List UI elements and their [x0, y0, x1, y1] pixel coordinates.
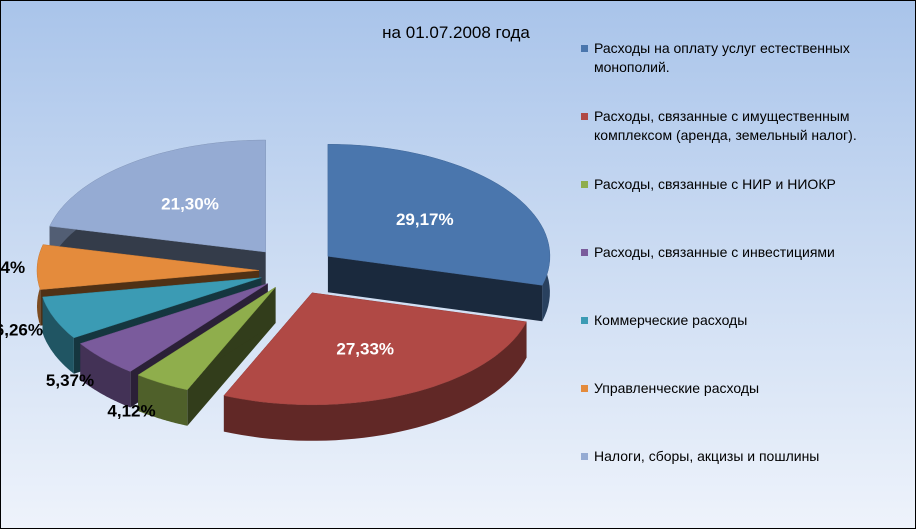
- pie-slice-side: [80, 343, 131, 408]
- legend-label: Расходы, связанные с имущественным: [594, 108, 850, 124]
- legend-label: Расходы, связанные с инвестициями: [594, 244, 835, 260]
- legend-item: Налоги, сборы, акцизы и пошлины: [581, 448, 819, 464]
- legend-swatch: [581, 249, 588, 256]
- pie-group: [36, 139, 551, 441]
- legend-swatch: [581, 113, 588, 120]
- legend: Расходы на оплату услуг естественных моно…: [581, 40, 857, 464]
- data-label: 4,12%: [107, 401, 155, 420]
- legend-item: Расходы, связанные с имущественным компле…: [581, 108, 857, 143]
- legend-swatch: [581, 45, 588, 52]
- legend-item: Управленческие расходы: [581, 380, 759, 396]
- data-label: 5,37%: [46, 371, 94, 390]
- data-label: 27,33%: [336, 339, 394, 358]
- legend-swatch: [581, 385, 588, 392]
- pie-slice: [327, 144, 551, 286]
- legend-label: Расходы, связанные с НИР и НИОКР: [594, 176, 836, 192]
- legend-label: Расходы на оплату услуг естественных: [594, 40, 850, 56]
- pie-slice: [36, 244, 260, 290]
- legend-item: Расходы на оплату услуг естественных моно…: [581, 40, 850, 75]
- data-label: 21,30%: [161, 195, 219, 214]
- legend-label: Налоги, сборы, акцизы и пошлины: [594, 448, 819, 464]
- legend-item: Коммерческие расходы: [581, 312, 747, 328]
- legend-label: комплексом (аренда, земельный налог).: [594, 127, 857, 143]
- chart-title: на 01.07.2008 года: [382, 23, 530, 42]
- pie-slice: [49, 139, 266, 253]
- pie-slice-wall: [327, 256, 543, 322]
- legend-item: Расходы, связанные с НИР и НИОКР: [581, 176, 836, 192]
- legend-swatch: [581, 181, 588, 188]
- legend-label: Управленческие расходы: [594, 380, 759, 396]
- data-label: 6,26%: [1, 321, 43, 340]
- pie-slice: [42, 277, 262, 339]
- data-label: 6,44%: [1, 258, 25, 277]
- pie-slice-side: [42, 297, 74, 374]
- pie-slice-side: [138, 375, 188, 426]
- pie-slice-side: [223, 321, 527, 441]
- legend-swatch: [581, 453, 588, 460]
- pie-slice: [137, 286, 276, 391]
- pie-slice: [223, 292, 527, 406]
- legend-swatch: [581, 317, 588, 324]
- data-labels: 29,17% 27,33% 4,12% 5,37% 6,26% 6,44% 21,30%: [1, 195, 454, 421]
- pie-slice: [79, 283, 268, 372]
- legend-label: Коммерческие расходы: [594, 312, 747, 328]
- data-label: 29,17%: [396, 210, 454, 229]
- legend-label: монополий.: [594, 59, 670, 75]
- legend-item: Расходы, связанные с инвестициями: [581, 244, 835, 260]
